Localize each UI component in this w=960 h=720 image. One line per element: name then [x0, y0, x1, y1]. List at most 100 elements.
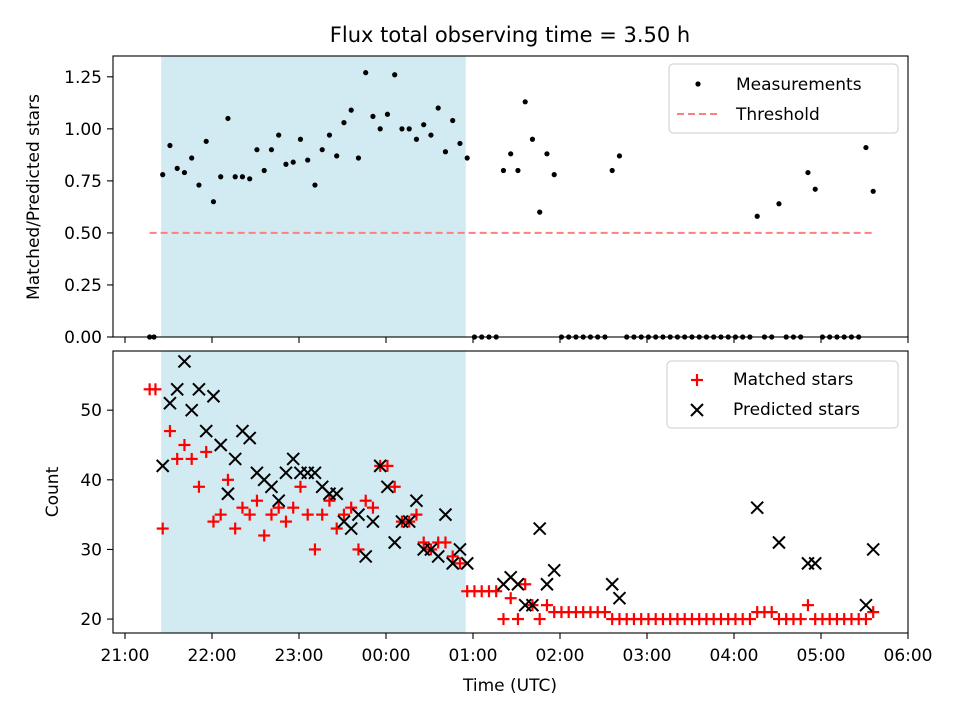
measurement-point [515, 167, 521, 174]
bottom-panel: 20 30 40 50 21:00 22:00 23:00 00:00 01:00 02:00 0… [43, 350, 933, 696]
x-tick-label: 22:00 [188, 646, 237, 666]
measurement-point [377, 126, 383, 132]
measurement-point [413, 136, 420, 142]
matched-stars-point [598, 606, 611, 619]
matched-stars-point [250, 494, 263, 507]
bottom-shaded-span [161, 351, 466, 633]
predicted-stars-point [380, 480, 395, 494]
predicted-stars-point [540, 577, 554, 591]
measurement-point [529, 136, 536, 142]
measurement-point [442, 149, 449, 155]
x-tick-label: 23:00 [275, 646, 324, 666]
legend-measurements-label: Measurements [736, 75, 862, 95]
top-legend-box [668, 63, 899, 134]
predicted-stars-point [859, 598, 873, 612]
matched-stars-point [801, 599, 814, 612]
matched-stars-point [221, 473, 234, 486]
matched-stars-point [366, 501, 379, 514]
bottom-y-axis-label: Count [43, 466, 63, 517]
measurement-point [261, 167, 267, 174]
measurement-point [232, 174, 238, 180]
matched-stars-point [294, 480, 307, 493]
y-tick-label: 0.50 [64, 224, 102, 244]
x-tick-label: 21:00 [101, 646, 150, 666]
predicted-stars-point [279, 466, 293, 480]
predicted-stars-point [547, 563, 561, 578]
matched-stars-point [316, 508, 329, 521]
predicted-stars-point [163, 396, 177, 410]
measurement-point [464, 155, 470, 161]
measurement-point [406, 126, 412, 132]
matched-stars-point [352, 543, 365, 556]
measurement-point [276, 132, 282, 138]
matched-stars-point [272, 501, 285, 514]
matched-stars-point [287, 501, 300, 514]
x-tick-label: 00:00 [362, 646, 411, 666]
matched-stars-point [381, 459, 394, 472]
legend-predicted-marker [690, 403, 704, 417]
predicted-stars-point [358, 549, 373, 564]
measurement-point [522, 99, 528, 105]
measurement-point [247, 176, 253, 182]
measurement-point [225, 115, 231, 122]
predicted-stars-point [402, 514, 416, 529]
predicted-stars-point [445, 556, 460, 571]
matched-stars-point [163, 425, 176, 438]
predicted-stars-point [170, 382, 184, 397]
measurement-point [805, 169, 811, 176]
matched-stars-point [171, 452, 184, 465]
measurement-point [160, 172, 166, 178]
predicted-stars-point [221, 487, 235, 501]
measurement-point [551, 172, 557, 178]
bottom-x-ticks: 21:00 22:00 23:00 00:00 01:00 02:00 03:00 04:00… [101, 633, 933, 666]
matched-stars-point [511, 613, 524, 626]
measurement-point [754, 213, 760, 219]
matched-stars-point [207, 515, 220, 528]
measurement-point [370, 113, 376, 119]
predicted-stars-point [155, 459, 170, 473]
matched-stars-point [446, 550, 459, 563]
bottom-y-ticks: 20 30 40 50 [80, 401, 113, 630]
measurement-point [297, 136, 304, 142]
measurement-point [392, 72, 398, 78]
measurement-point [870, 188, 876, 194]
measurement-point [435, 105, 441, 111]
matched-stars-point [178, 439, 191, 451]
predicted-stars-point [612, 591, 627, 605]
matched-stars-point [867, 606, 880, 619]
predicted-stars-point [286, 452, 300, 466]
measurement-point [399, 126, 405, 132]
measurement-point [210, 199, 217, 205]
top-y-axis-label: Matched/Predicted stars [24, 94, 44, 300]
measurement-point [537, 209, 543, 215]
matched-stars-point [345, 501, 358, 514]
measurement-point [609, 167, 615, 174]
bottom-legend-box [666, 360, 899, 429]
matched-stars-point [229, 522, 242, 535]
matched-stars-point [258, 529, 271, 542]
matched-stars-point [519, 578, 532, 591]
x-tick-label: 05:00 [797, 646, 846, 666]
legend-threshold-label: Threshold [735, 105, 820, 125]
legend-matched-marker [691, 374, 703, 386]
matched-stars-point [504, 592, 517, 605]
measurement-point [319, 147, 325, 153]
x-tick-label: 01:00 [449, 646, 498, 666]
predicted-stars-point [373, 459, 387, 473]
top-x-ticks [124, 337, 909, 343]
measurement-point [189, 155, 195, 161]
measurement-point [203, 138, 209, 144]
measurement-point [334, 153, 340, 159]
predicted-stars-point [206, 389, 221, 403]
measurement-point [363, 70, 369, 76]
y-tick-label: 0.25 [64, 276, 102, 296]
measurement-point [326, 132, 333, 138]
bottom-x-axis-label: Time (UTC) [462, 676, 557, 696]
predicted-stars-point [264, 480, 279, 494]
matched-stars-point [149, 383, 162, 396]
matched-stars-point [765, 606, 778, 619]
matched-stars-point [533, 613, 546, 626]
measurement-point [348, 107, 354, 113]
matched-stars-point [323, 494, 336, 507]
legend-matched-label: Matched stars [733, 370, 853, 390]
